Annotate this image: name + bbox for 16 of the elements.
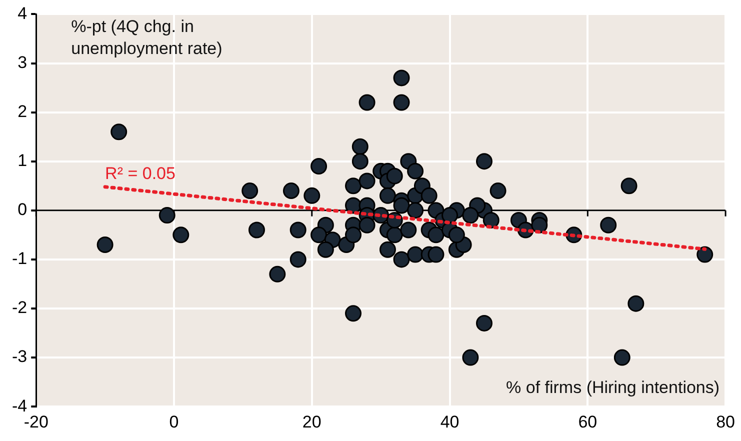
y-tick-label: 2: [18, 102, 28, 121]
y-tick-label: -2: [12, 298, 28, 318]
x-tick-label: 40: [440, 412, 460, 432]
y-axis-title: %-pt (4Q chg. in unemployment rate): [71, 16, 224, 60]
y-tick-label: -1: [12, 249, 28, 268]
x-tick-label: 60: [578, 412, 598, 432]
y-tick-label: 1: [18, 151, 28, 170]
y-tick-label: 0: [18, 200, 28, 220]
x-axis-title: % of firms (Hiring intentions): [506, 376, 720, 399]
x-tick-label: 20: [302, 412, 322, 432]
y-tick-label: 4: [18, 4, 28, 23]
annotation: R² = 0.05: [105, 164, 176, 183]
x-tick-label: 0: [169, 412, 179, 432]
x-tick-label: 80: [716, 412, 736, 432]
y-tick-label: -3: [12, 347, 28, 366]
y-tick-label: 3: [18, 52, 28, 72]
